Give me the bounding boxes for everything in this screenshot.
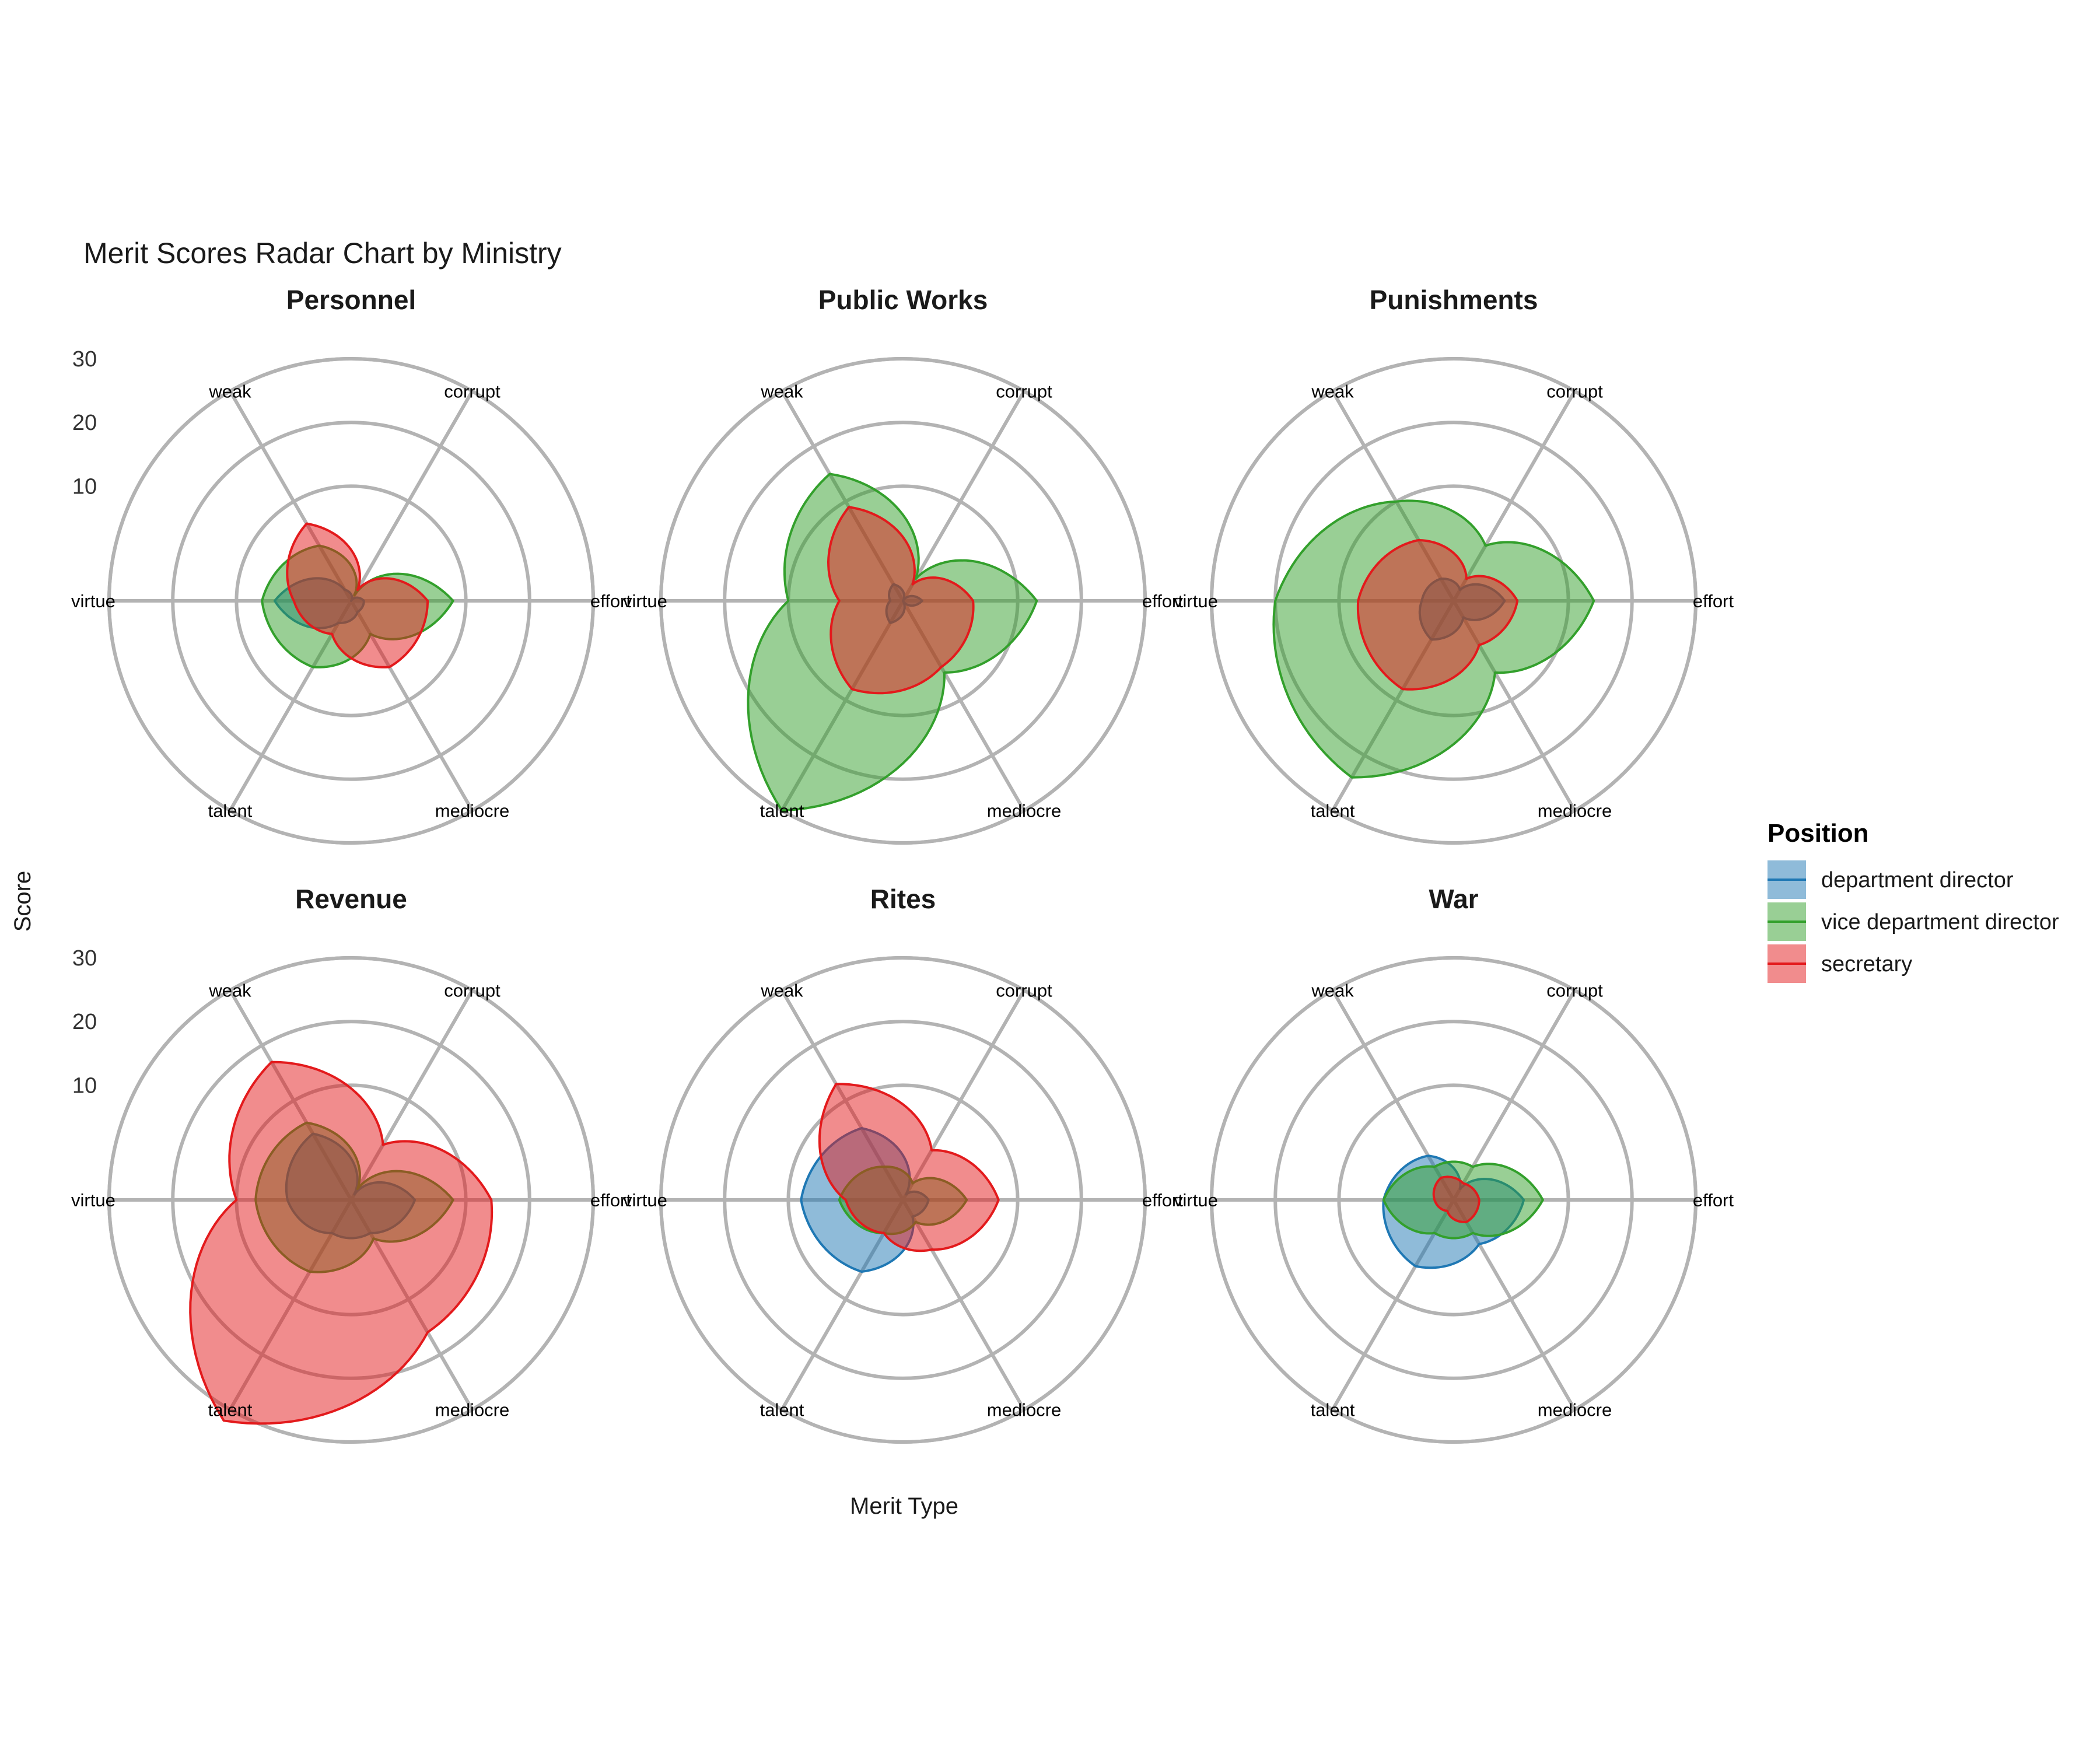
spoke-label-virtue: virtue	[71, 1190, 116, 1210]
spoke-label-effort: effort	[1142, 591, 1183, 611]
facet-title-revenue: Revenue	[295, 884, 407, 914]
spoke-label-corrupt: corrupt	[996, 981, 1052, 1001]
radial-tick-label-20: 20	[72, 411, 97, 435]
facet-war: War effort corrupt weak virtue talent mediocre	[1174, 884, 1734, 1444]
spoke-label-weak: weak	[1311, 382, 1354, 402]
spoke-label-virtue: virtue	[1174, 591, 1218, 611]
spoke-label-corrupt: corrupt	[1546, 981, 1603, 1001]
spoke-label-weak: weak	[208, 382, 251, 402]
spoke-label-talent: talent	[208, 1399, 253, 1420]
series-secretary-revenue	[189, 1060, 494, 1425]
facet-title-punishments: Punishments	[1370, 285, 1538, 315]
series-secretary-public-works	[827, 506, 975, 695]
radial-tick-label-30: 30	[72, 946, 97, 971]
spoke-label-weak: weak	[760, 382, 803, 402]
spoke-label-mediocre: mediocre	[435, 1399, 510, 1420]
series-secretary-rites	[818, 1083, 1000, 1252]
spoke-label-effort: effort	[1142, 1190, 1183, 1210]
facet-title-rites: Rites	[870, 884, 936, 914]
spoke-label-talent: talent	[760, 1399, 804, 1420]
facet-public-works: Public Works effort corrupt weak virtue talen…	[623, 285, 1183, 845]
spoke-label-mediocre: mediocre	[435, 800, 510, 821]
radial-tick-label-20: 20	[72, 1010, 97, 1034]
legend-label-vice-department-director: vice department director	[1821, 910, 2059, 935]
legend-entry-vice-department-director: vice department director	[1768, 902, 2059, 941]
facet-panels: Personnel effort corrupt weak virtue talent me…	[71, 285, 1734, 1444]
facet-rites: Rites effort corrupt weak virtue talent medioc…	[623, 884, 1183, 1444]
spoke-label-effort: effort	[1693, 1190, 1734, 1210]
spoke-label-mediocre: mediocre	[1538, 800, 1612, 821]
series-secretary-personnel	[286, 522, 429, 668]
spoke-label-virtue: virtue	[623, 591, 667, 611]
spoke-label-talent: talent	[1311, 800, 1355, 821]
spoke-label-effort: effort	[590, 591, 631, 611]
spoke-label-talent: talent	[208, 800, 253, 821]
spoke-label-mediocre: mediocre	[1538, 1399, 1612, 1420]
x-axis-title: Merit Type	[850, 1493, 958, 1519]
chart-title: Merit Scores Radar Chart by Ministry	[83, 237, 562, 270]
radial-tick-label-30: 30	[72, 347, 97, 372]
legend-label-secretary: secretary	[1821, 952, 1912, 977]
legend-title: Position	[1768, 819, 1869, 848]
spoke-corrupt	[1452, 989, 1577, 1201]
spoke-label-virtue: virtue	[623, 1190, 667, 1210]
spoke-label-virtue: virtue	[71, 591, 116, 611]
legend: Position department director vice depart…	[1768, 819, 2059, 983]
spoke-label-virtue: virtue	[1174, 1190, 1218, 1210]
spoke-label-talent: talent	[1311, 1399, 1355, 1420]
spoke-label-mediocre: mediocre	[987, 1399, 1062, 1420]
spoke-label-talent: talent	[760, 800, 804, 821]
spoke-label-weak: weak	[1311, 981, 1354, 1001]
spoke-corrupt	[901, 390, 1026, 602]
facet-title-personnel: Personnel	[286, 285, 416, 315]
facet-personnel: Personnel effort corrupt weak virtue talent me…	[71, 285, 631, 845]
spoke-label-corrupt: corrupt	[444, 382, 501, 402]
spoke-label-weak: weak	[208, 981, 251, 1001]
spoke-label-corrupt: corrupt	[444, 981, 501, 1001]
facet-punishments: Punishments effort corrupt weak virtue talent…	[1174, 285, 1734, 845]
series-secretary-war	[1432, 1175, 1480, 1223]
facet-title-public-works: Public Works	[818, 285, 988, 315]
spoke-corrupt	[349, 390, 474, 602]
series-secretary-punishments	[1356, 539, 1519, 691]
legend-entry-secretary: secretary	[1768, 944, 1912, 983]
spoke-label-corrupt: corrupt	[996, 382, 1052, 402]
legend-entry-department-director: department director	[1768, 860, 2014, 899]
radial-tick-label-10: 10	[72, 1073, 97, 1098]
spoke-label-weak: weak	[760, 981, 803, 1001]
y-axis-title: Score	[10, 871, 36, 932]
spoke-label-effort: effort	[590, 1190, 631, 1210]
spoke-label-corrupt: corrupt	[1546, 382, 1603, 402]
legend-label-department-director: department director	[1821, 868, 2014, 892]
facet-title-war: War	[1429, 884, 1478, 914]
facet-revenue: Revenue effort corrupt weak virtue talent medi…	[71, 884, 631, 1444]
radial-tick-label-10: 10	[72, 474, 97, 499]
spoke-label-mediocre: mediocre	[987, 800, 1062, 821]
spoke-label-effort: effort	[1693, 591, 1734, 611]
